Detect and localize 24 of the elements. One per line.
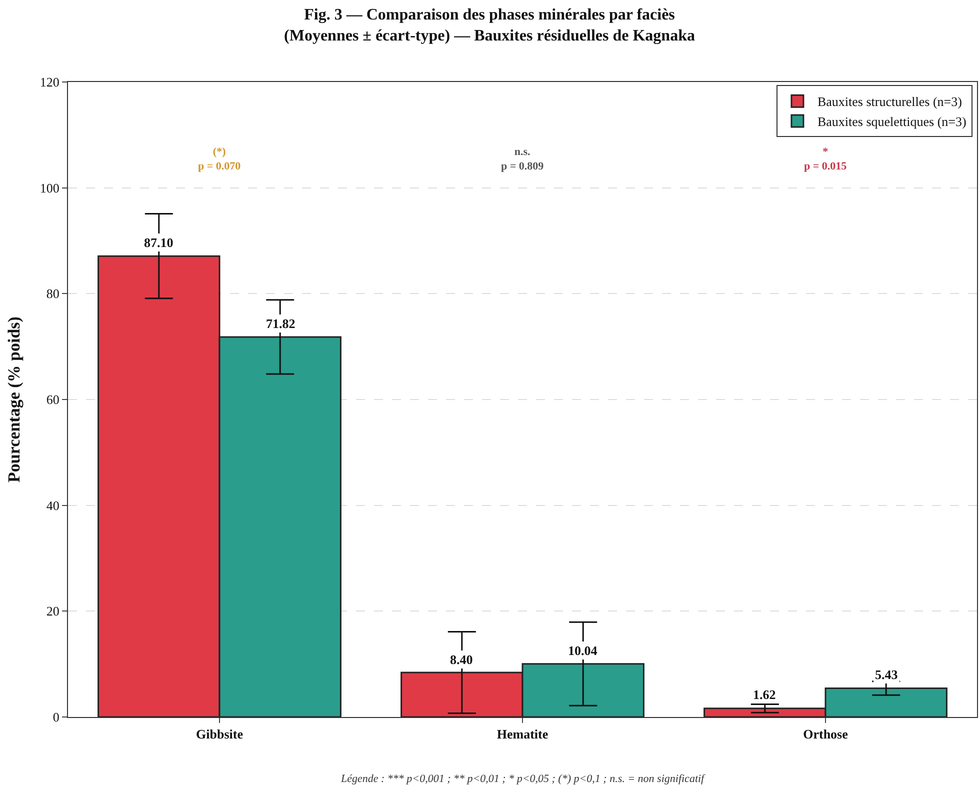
annotation: (*) p = 0.070 [198,146,242,172]
y-tick-label: 100 [40,180,60,196]
data-label: 71.82 [266,316,296,331]
x-tick-label: Hematite [496,726,548,742]
data-label: 10.04 [568,643,598,658]
annotation: n.s. p = 0.809 [501,146,544,172]
data-label: 5.43 [875,667,898,682]
y-tick-label: 120 [40,74,60,90]
y-tick-label: 20 [46,604,60,619]
y-tick-label: 40 [46,498,60,513]
legend-label: Bauxites squelettiques (n=3) [817,114,966,130]
x-tick-label: Orthose [803,726,848,742]
data-label: 8.40 [450,652,473,667]
legend-label: Bauxites structurelles (n=3) [817,94,962,110]
text: Légende : *** p<0,001 ; ** p<0,01 ; * p<0,05 ; (*) p<0,1 ; n.s. = non significatif [340,773,706,785]
y-tick-label: 60 [46,392,60,408]
data-label: 87.10 [144,235,174,250]
y-tick-label: 0 [52,710,60,725]
y-tick-label: 80 [46,286,60,302]
data-label: 1.62 [753,687,776,702]
y-axis-title: Pourcentage (% poids) [4,316,24,482]
annotation: * p = 0.015 [804,146,848,172]
x-tick-label: Gibbsite [196,726,244,742]
chart-title: Fig. 3 — Comparaison des phases minérales par faciès (Moyennes ± écart-type) — Bauxites résiduelles de Kagnaka [284,6,695,44]
